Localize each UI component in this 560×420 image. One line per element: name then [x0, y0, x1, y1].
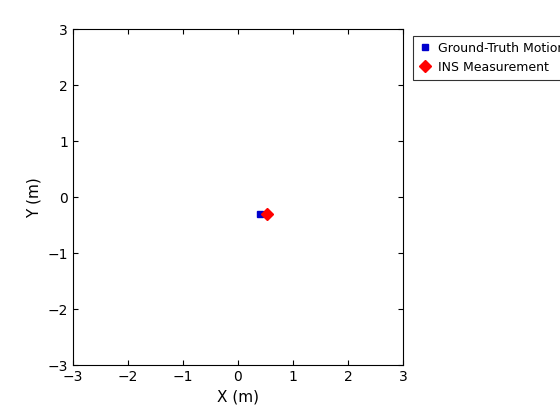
Legend: Ground-Truth Motion, INS Measurement: Ground-Truth Motion, INS Measurement: [413, 36, 560, 80]
X-axis label: X (m): X (m): [217, 390, 259, 405]
Y-axis label: Y (m): Y (m): [27, 177, 42, 218]
